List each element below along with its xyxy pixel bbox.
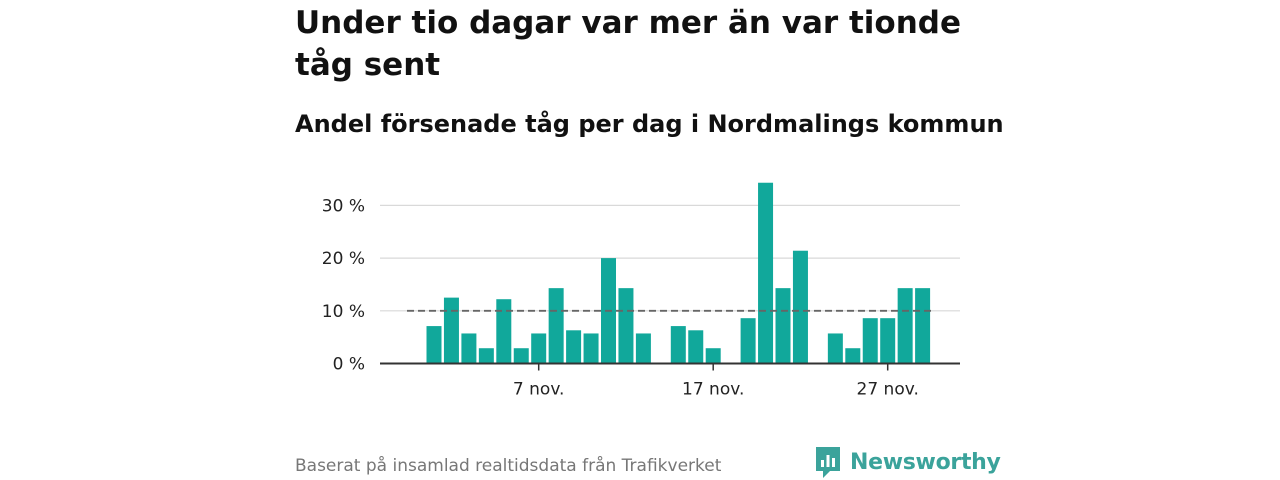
x-tick-label: 27 nov. — [857, 380, 919, 400]
y-tick-label: 30 % — [322, 196, 365, 216]
bar — [915, 288, 931, 364]
bar — [670, 326, 686, 364]
bar — [758, 182, 774, 364]
bar — [845, 348, 861, 364]
chart-title: Under tio dagar var mer än var tionde tå… — [295, 5, 962, 83]
bar — [862, 318, 878, 364]
brand-logo[interactable]: Newsworthy — [814, 445, 1001, 479]
gridlines — [380, 204, 960, 312]
y-tick-label: 10 % — [322, 302, 365, 322]
bar — [880, 318, 896, 364]
bar-chart: 0 % 10 % 20 % 30 % 7 nov. 17 nov. 27 nov. — [322, 182, 960, 400]
axes: 0 % 10 % 20 % 30 % 7 nov. 17 nov. 27 nov. — [322, 196, 960, 400]
y-tick-label: 0 % — [333, 355, 365, 375]
bar — [531, 333, 547, 364]
bar — [443, 297, 459, 364]
bar — [548, 288, 564, 364]
bar — [705, 348, 721, 364]
source-note: Baserat på insamlad realtidsdata från Tr… — [295, 456, 722, 476]
y-tick-label: 20 % — [322, 249, 365, 269]
x-tick-label: 7 nov. — [513, 380, 565, 400]
bar — [461, 333, 477, 364]
bar — [897, 288, 913, 364]
bar — [740, 318, 756, 364]
bar — [496, 299, 512, 364]
bar — [688, 330, 704, 364]
newsworthy-logo-icon — [816, 447, 840, 478]
bar — [566, 330, 582, 364]
bar — [775, 288, 791, 364]
bar — [792, 250, 808, 364]
bar — [583, 333, 599, 364]
bar — [513, 348, 529, 364]
bar — [618, 288, 634, 364]
bar — [478, 348, 494, 364]
x-tick-label: 17 nov. — [682, 380, 744, 400]
chart-subtitle: Andel försenade tåg per dag i Nordmaling… — [295, 110, 1004, 138]
bar — [426, 326, 442, 364]
bar — [827, 333, 843, 364]
bars — [426, 182, 931, 364]
brand-name: Newsworthy — [850, 449, 1001, 475]
bar — [635, 333, 651, 364]
